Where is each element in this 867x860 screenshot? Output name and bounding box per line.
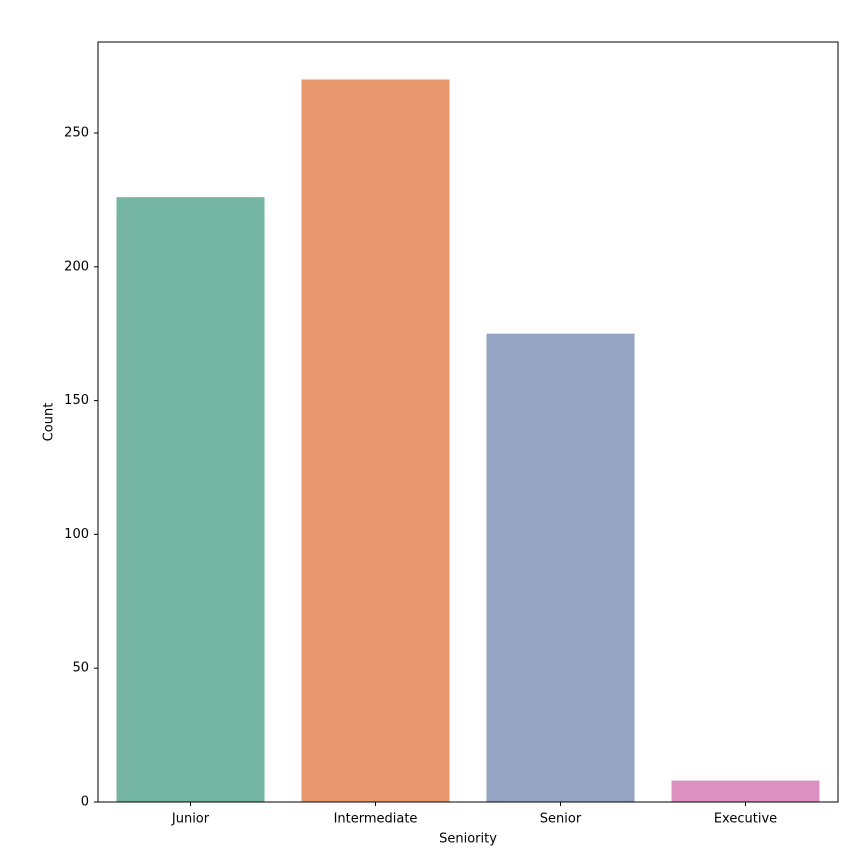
bar	[671, 780, 820, 802]
y-tick-label: 50	[72, 661, 89, 676]
plot-frame	[97, 41, 839, 803]
x-axis-label: Seniority	[439, 832, 497, 847]
x-tick-label: Intermediate	[334, 812, 418, 827]
bar	[486, 333, 635, 802]
bar	[301, 79, 450, 803]
y-tick-label: 250	[64, 125, 89, 140]
y-tick-label: 150	[64, 393, 89, 408]
bar	[116, 197, 265, 802]
x-tick-label: Executive	[714, 812, 777, 827]
x-tick-label: Junior	[171, 812, 210, 827]
y-axis-label: Count	[42, 403, 57, 442]
y-tick-label: 0	[81, 795, 89, 810]
x-tick-label: Senior	[540, 812, 582, 827]
y-tick-label: 200	[64, 259, 89, 274]
y-tick-label: 100	[64, 527, 89, 542]
